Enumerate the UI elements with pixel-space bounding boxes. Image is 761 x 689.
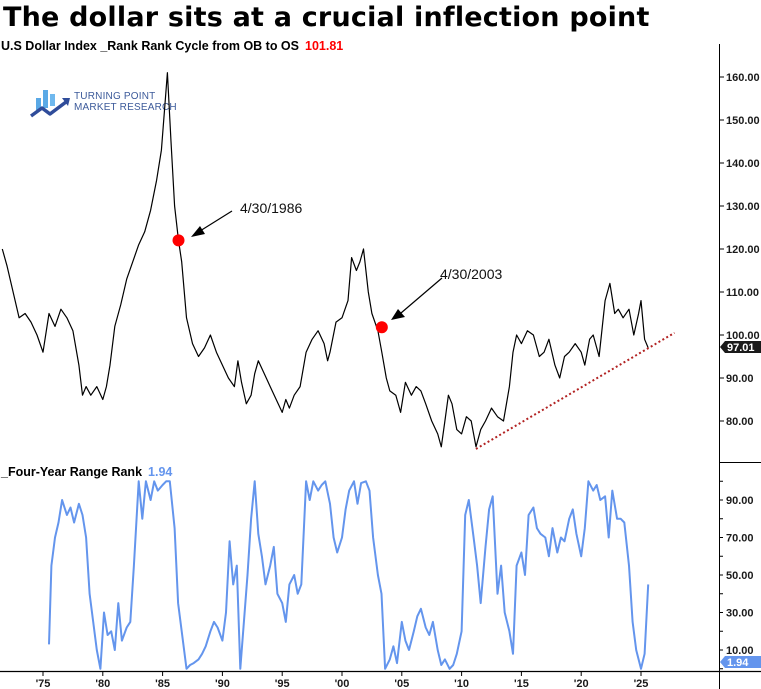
price-last-value-badge: 97.01 (720, 341, 761, 354)
rank-legend: _Four-Year Range Rank 1.94 (1, 465, 172, 479)
svg-text:130.00: 130.00 (726, 201, 760, 213)
support-trendline (475, 331, 675, 450)
page-title: The dollar sits at a crucial inflection … (3, 2, 650, 33)
rank-legend-label: _Four-Year Range Rank (1, 465, 143, 479)
svg-text:'95: '95 (275, 678, 290, 689)
svg-text:30.00: 30.00 (726, 608, 754, 620)
svg-text:97.01: 97.01 (727, 342, 755, 354)
svg-text:160.00: 160.00 (726, 72, 760, 84)
svg-text:'15: '15 (514, 678, 529, 689)
svg-text:'20: '20 (574, 678, 589, 689)
price-legend-label: U.S Dollar Index _Rank Rank Cycle from O… (1, 39, 299, 53)
svg-text:90.00: 90.00 (726, 495, 754, 507)
logo-line-2: MARKET RESEARCH (74, 102, 177, 113)
svg-text:'75: '75 (36, 678, 51, 689)
svg-text:'80: '80 (95, 678, 110, 689)
arrow-2003-icon (391, 277, 443, 320)
svg-text:'25: '25 (634, 678, 649, 689)
event-marker-dot (172, 234, 185, 247)
svg-text:100.00: 100.00 (726, 330, 760, 342)
arrow-1986-icon (191, 210, 233, 237)
price-y-ticks: 80.00 90.00 100.00 110.00 120.00 130.00 140.00… (719, 72, 760, 428)
svg-text:110.00: 110.00 (726, 287, 759, 299)
rank-legend-value: 1.94 (148, 465, 173, 479)
svg-text:'10: '10 (454, 678, 469, 689)
turning-point-logo-icon (30, 90, 70, 118)
svg-text:'00: '00 (335, 678, 350, 689)
svg-text:'05: '05 (394, 678, 409, 689)
rank-series-line (48, 480, 650, 670)
price-legend-value: 101.81 (305, 39, 344, 53)
logo-text: TURNING POINT MARKET RESEARCH (74, 91, 177, 113)
svg-text:120.00: 120.00 (726, 244, 760, 256)
svg-text:10.00: 10.00 (726, 645, 754, 657)
svg-text:1.94: 1.94 (727, 657, 749, 669)
svg-text:140.00: 140.00 (726, 158, 760, 170)
price-legend: U.S Dollar Index _Rank Rank Cycle from O… (1, 39, 343, 53)
annotation-1986: 4/30/1986 (240, 200, 303, 216)
price-series-line (1, 72, 649, 448)
event-markers (172, 234, 388, 334)
svg-text:70.00: 70.00 (726, 533, 754, 545)
svg-text:80.00: 80.00 (726, 416, 754, 428)
svg-text:50.00: 50.00 (726, 570, 754, 582)
x-axis-ticks: '75 '80 '85 '90 '95 '00 '05 '10 '15 '20 '25 (36, 671, 649, 689)
rank-last-value-badge: 1.94 (720, 656, 761, 669)
rank-y-ticks: 10.00 30.00 50.00 70.00 90.00 (719, 480, 754, 670)
svg-text:150.00: 150.00 (726, 115, 760, 127)
event-marker-dot (375, 321, 388, 334)
annotation-2003: 4/30/2003 (440, 266, 503, 282)
logo-line-1: TURNING POINT (74, 91, 156, 102)
svg-text:90.00: 90.00 (726, 373, 754, 385)
svg-text:'90: '90 (215, 678, 230, 689)
svg-text:'85: '85 (155, 678, 170, 689)
